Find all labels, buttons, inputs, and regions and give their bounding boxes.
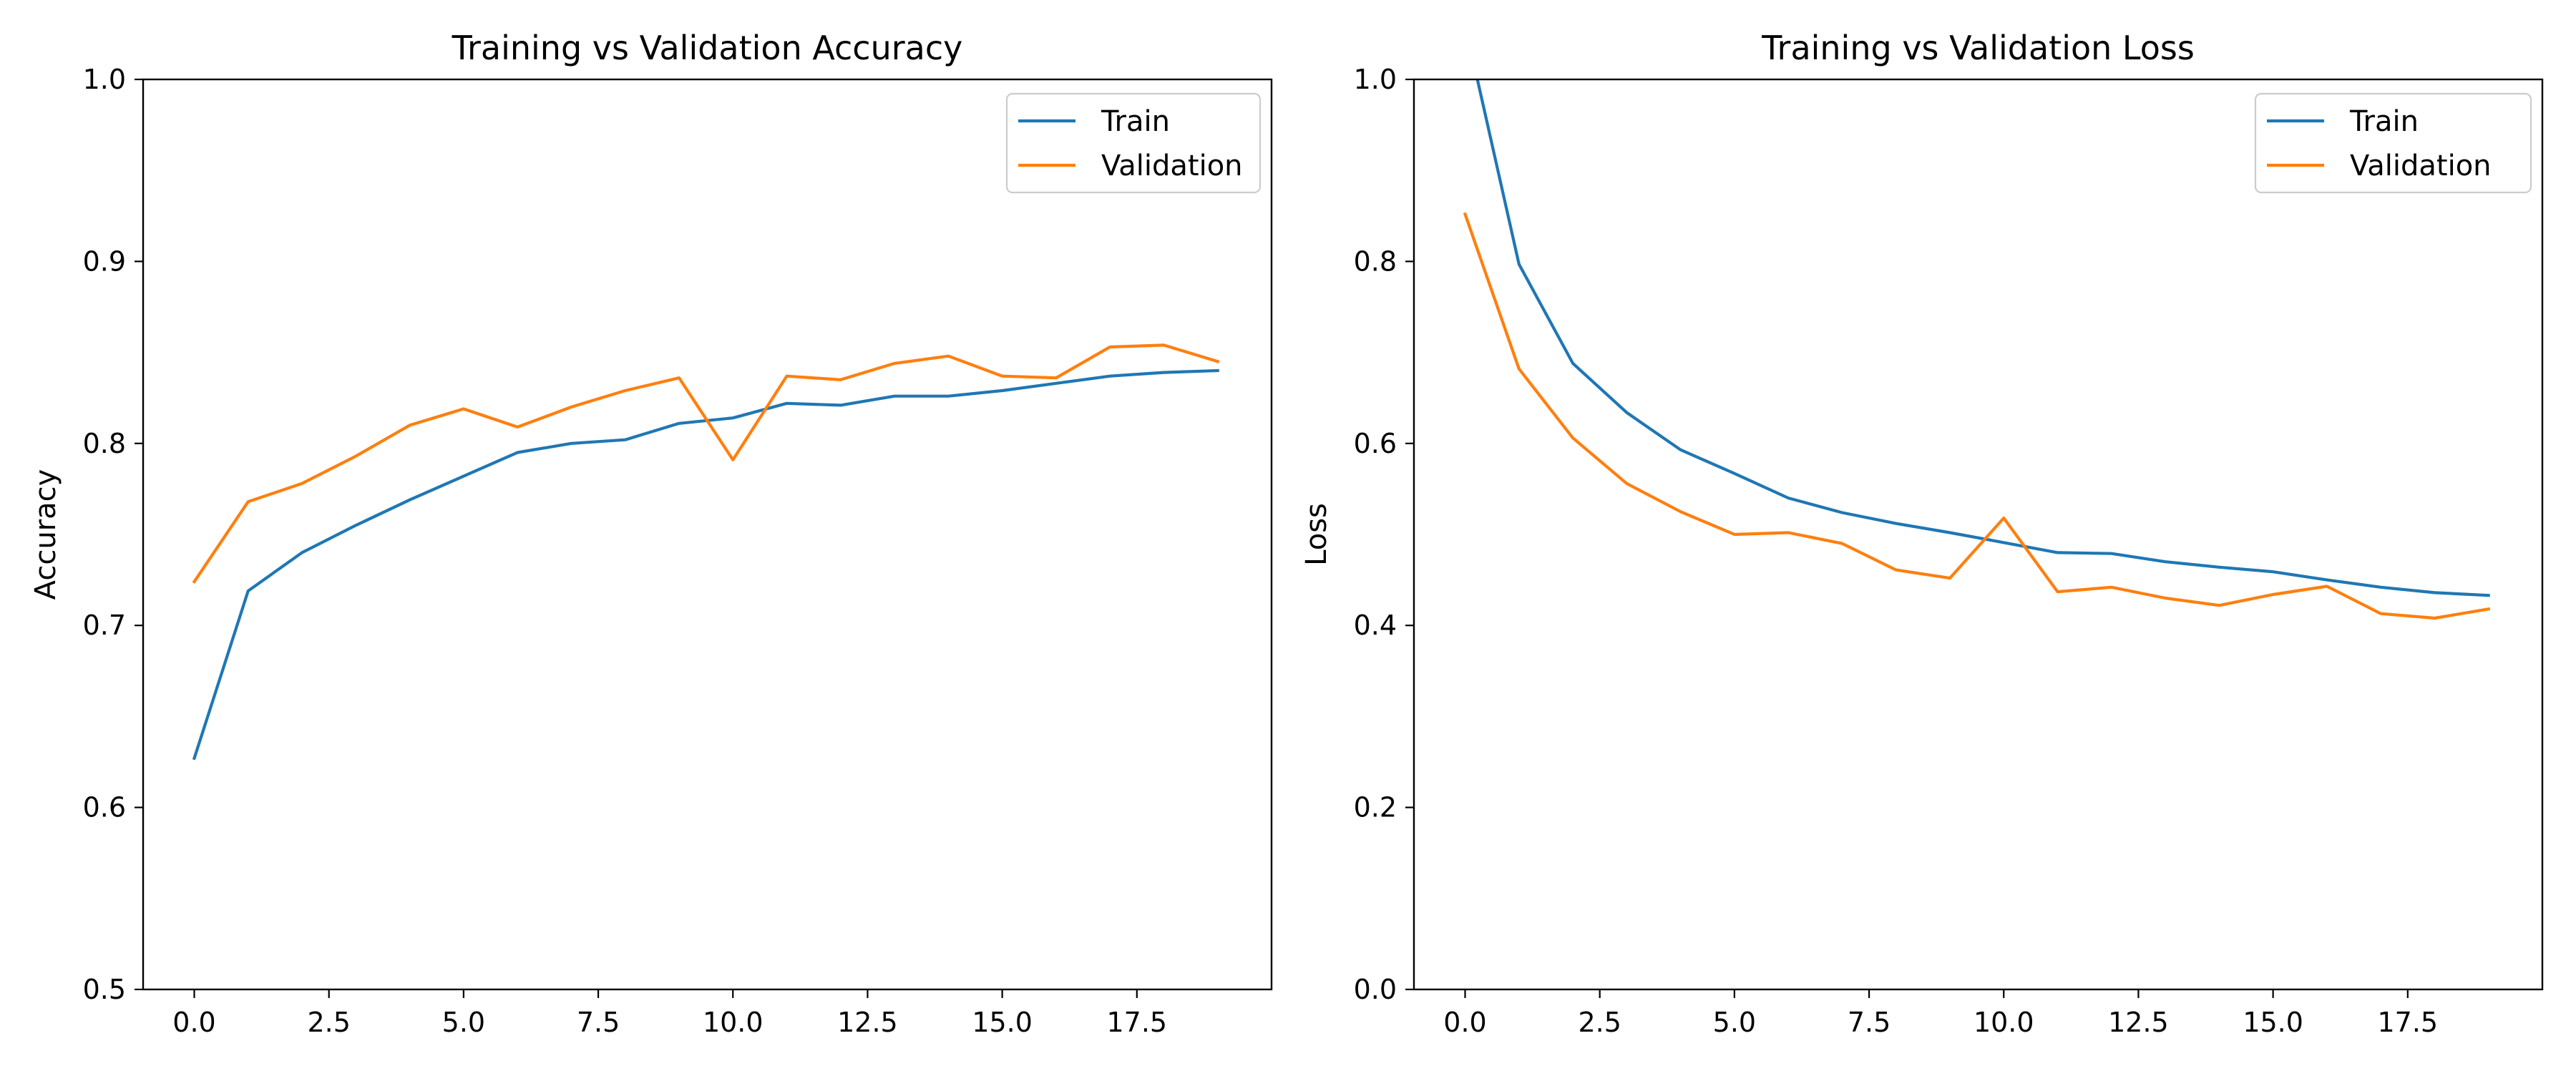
x-tick-label: 17.5 <box>2378 1007 2439 1038</box>
x-tick-label: 10.0 <box>703 1007 763 1038</box>
chart-panel-accuracy: 0.0 2.5 5.0 7.5 10.0 12.5 15.0 17.5 0.5 0.6 0.7 0.8… <box>29 29 1273 1038</box>
y-tick-label: 0.5 <box>83 974 126 1005</box>
x-tick-label: 0.0 <box>1443 1007 1486 1038</box>
y-tick-label: 0.7 <box>83 610 126 641</box>
x-tick-label: 7.5 <box>577 1007 620 1038</box>
y-axis-label: Accuracy <box>29 469 62 600</box>
x-tick-label: 5.0 <box>442 1007 485 1038</box>
x-tick-label: 2.5 <box>307 1007 350 1038</box>
x-tick-label: 5.0 <box>1713 1007 1756 1038</box>
y-axis-label: Loss <box>1300 503 1333 566</box>
plot-frame <box>1413 78 2544 991</box>
legend-label-train: Train <box>2349 105 2419 138</box>
x-tick-label: 15.0 <box>972 1007 1033 1038</box>
legend-box <box>1005 92 1262 194</box>
y-tick-label: 0.2 <box>1354 792 1397 823</box>
chart-panel-loss: 0.0 2.5 5.0 7.5 10.0 12.5 15.0 17.5 0.0 0.2 0.4 0.6… <box>1300 29 2544 1038</box>
series-line-train <box>1475 79 2490 597</box>
x-tick-label: 15.0 <box>2243 1007 2303 1038</box>
x-tick-label: 12.5 <box>2108 1007 2169 1038</box>
series-line-validation <box>1463 212 2491 620</box>
x-tick-label: 0.0 <box>172 1007 215 1038</box>
x-tick-label: 17.5 <box>1107 1007 1168 1038</box>
series-line-validation <box>192 343 1220 585</box>
y-tick-label: 1.0 <box>83 64 126 95</box>
chart-title: Training vs Validation Loss <box>1761 29 2195 67</box>
legend-label-validation: Validation <box>2350 150 2492 182</box>
legend-box <box>2254 92 2532 194</box>
y-tick-label: 0.8 <box>1354 245 1397 277</box>
chart-title: Training vs Validation Accuracy <box>452 29 963 67</box>
y-tick-label: 1.0 <box>1354 64 1397 95</box>
plot-frame <box>142 78 1273 991</box>
legend-label-validation: Validation <box>1101 150 1243 182</box>
y-tick-label: 0.9 <box>83 245 126 277</box>
x-tick-label: 7.5 <box>1848 1007 1890 1038</box>
legend-label-train: Train <box>1101 105 1170 138</box>
y-tick-label: 0.6 <box>1354 428 1397 459</box>
y-tick-label: 0.4 <box>1354 610 1397 641</box>
x-tick-label: 12.5 <box>837 1007 898 1038</box>
x-tick-label: 2.5 <box>1578 1007 1621 1038</box>
y-tick-label: 0.8 <box>83 428 126 459</box>
series-line-train <box>192 368 1219 760</box>
y-tick-label: 0.6 <box>83 792 126 823</box>
y-tick-label: 0.0 <box>1354 974 1397 1005</box>
x-tick-label: 10.0 <box>1974 1007 2034 1038</box>
